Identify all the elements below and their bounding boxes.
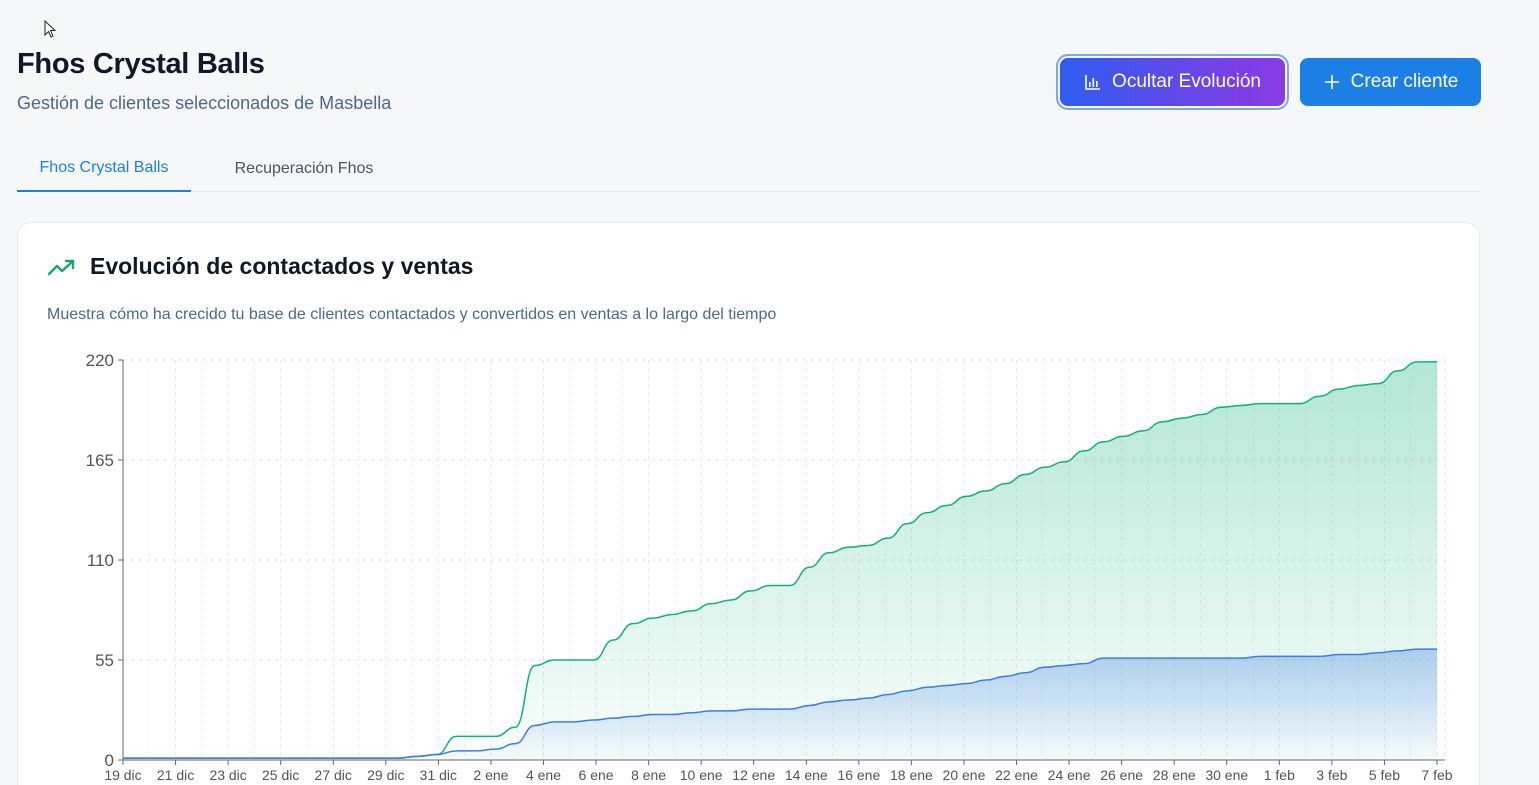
trending-up-icon bbox=[48, 259, 75, 276]
tab-bar: Fhos Crystal Balls Recuperación Fhos bbox=[17, 146, 1480, 192]
toggle-evolution-label: Ocultar Evolución bbox=[1112, 71, 1261, 92]
page-subtitle: Gestión de clientes seleccionados de Mas… bbox=[17, 93, 392, 113]
create-client-button[interactable]: Crear cliente bbox=[1300, 58, 1481, 106]
bar-chart-icon bbox=[1085, 75, 1101, 90]
toggle-evolution-button[interactable]: Ocultar Evolución bbox=[1060, 58, 1285, 106]
card-description: Muestra cómo ha crecido tu base de clien… bbox=[47, 306, 777, 323]
tab-recuperacion-fhos[interactable]: Recuperación Fhos bbox=[234, 160, 374, 177]
create-client-label: Crear cliente bbox=[1350, 71, 1459, 92]
plus-icon bbox=[1324, 75, 1339, 89]
tab-fhos-crystal-balls[interactable]: Fhos Crystal Balls bbox=[17, 146, 191, 192]
mouse-cursor-icon bbox=[44, 20, 57, 38]
page-title: Fhos Crystal Balls bbox=[17, 48, 265, 80]
evolution-card: Evolución de contactados y ventas Muestr… bbox=[17, 222, 1480, 785]
card-title: Evolución de contactados y ventas bbox=[90, 253, 474, 279]
